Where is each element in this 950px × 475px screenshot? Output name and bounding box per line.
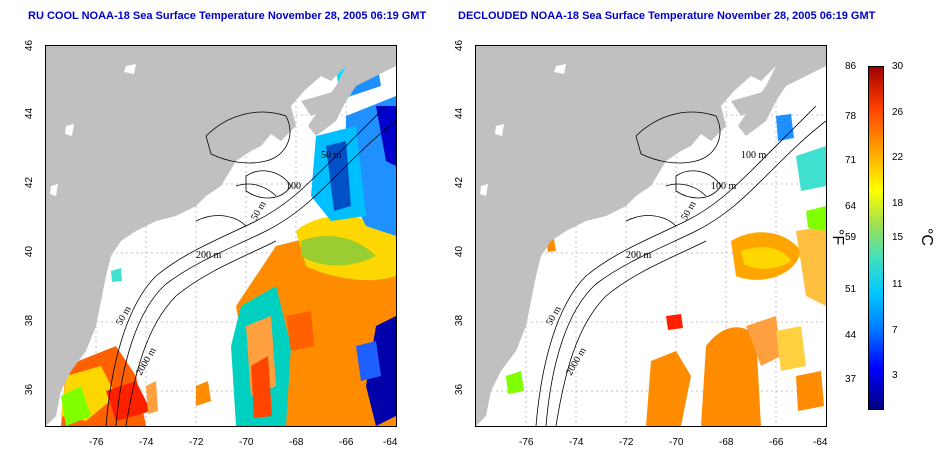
contour-label: 100 m — [711, 181, 737, 192]
contour-label: 200 m — [626, 250, 652, 261]
land-right — [476, 46, 826, 426]
x-tick-label: -76 — [89, 437, 104, 448]
y-tick-label: 42 — [454, 176, 466, 189]
x-tick-label: -70 — [239, 437, 254, 448]
celsius-tick: 30 — [892, 61, 904, 72]
y-tick-label: 44 — [24, 107, 36, 120]
sst-data-left — [61, 56, 396, 426]
bathymetry-right — [535, 105, 826, 426]
celsius-tick: 7 — [892, 325, 898, 336]
contour-label: 50 m — [114, 304, 134, 327]
x-tick-label: -66 — [339, 437, 354, 448]
y-tick-label: 36 — [24, 383, 36, 396]
contour-label: 200 m — [196, 250, 222, 261]
x-tick-label: -74 — [139, 437, 154, 448]
fahrenheit-tick: 51 — [845, 284, 857, 295]
y-tick-label: 38 — [454, 314, 466, 327]
x-tick-label: -72 — [619, 437, 634, 448]
fahrenheit-tick: 44 — [845, 330, 857, 341]
y-tick-label: 46 — [454, 39, 466, 52]
x-tick-label: -70 — [669, 437, 684, 448]
sst-data-right — [506, 114, 826, 426]
fahrenheit-tick: 71 — [845, 155, 857, 166]
x-tick-label: -74 — [569, 437, 584, 448]
contour-label: 2000 m — [134, 346, 159, 378]
y-tick-label: 46 — [24, 39, 36, 52]
celsius-tick: 15 — [892, 232, 904, 243]
fahrenheit-unit-label: °F — [829, 228, 847, 246]
left-map-canvas: 50 m 100 50 m 200 m 50 m 2000 m — [46, 46, 396, 426]
x-tick-label: -68 — [719, 437, 734, 448]
lakes-right — [480, 64, 566, 196]
lakes-left — [50, 64, 136, 196]
contour-label: 100 m — [741, 150, 767, 161]
y-tick-label: 40 — [24, 245, 36, 258]
contour-label: 50 m — [249, 199, 269, 222]
contour-label: 50 m — [544, 304, 564, 327]
x-tick-label: -68 — [289, 437, 304, 448]
y-tick-label: 44 — [454, 107, 466, 120]
fahrenheit-tick: 86 — [845, 61, 857, 72]
y-tick-label: 40 — [454, 245, 466, 258]
left-map-title: RU COOL NOAA-18 Sea Surface Temperature … — [28, 10, 427, 22]
y-tick-label: 36 — [454, 383, 466, 396]
fahrenheit-tick: 37 — [845, 374, 857, 385]
celsius-tick: 22 — [892, 152, 904, 163]
y-tick-label: 42 — [24, 176, 36, 189]
celsius-tick: 11 — [892, 279, 903, 290]
left-sst-map: 50 m 100 50 m 200 m 50 m 2000 m — [45, 45, 397, 427]
x-tick-label: -64 — [813, 437, 828, 448]
right-map-title: DECLOUDED NOAA-18 Sea Surface Temperatur… — [458, 10, 876, 22]
fahrenheit-tick: 64 — [845, 201, 857, 212]
celsius-tick: 3 — [892, 370, 898, 381]
celsius-tick: 18 — [892, 198, 904, 209]
contour-label: 50 m — [679, 199, 699, 222]
fahrenheit-tick: 59 — [845, 232, 857, 243]
right-map-canvas: 100 m 100 m 50 m 200 m 50 m 2000 m — [476, 46, 826, 426]
celsius-tick: 26 — [892, 107, 904, 118]
contour-label: 100 — [286, 181, 301, 192]
y-tick-label: 38 — [24, 314, 36, 327]
x-tick-label: -72 — [189, 437, 204, 448]
fahrenheit-tick: 78 — [845, 111, 857, 122]
x-tick-label: -76 — [519, 437, 534, 448]
land-left — [46, 46, 396, 426]
bathymetry-left — [105, 105, 396, 426]
contour-label: 50 m — [321, 150, 342, 161]
contour-label: 2000 m — [564, 346, 589, 378]
x-tick-label: -66 — [769, 437, 784, 448]
celsius-unit-label: °C — [917, 228, 935, 246]
right-sst-map: 100 m 100 m 50 m 200 m 50 m 2000 m — [475, 45, 827, 427]
x-tick-label: -64 — [383, 437, 398, 448]
temperature-colorbar — [868, 66, 884, 410]
